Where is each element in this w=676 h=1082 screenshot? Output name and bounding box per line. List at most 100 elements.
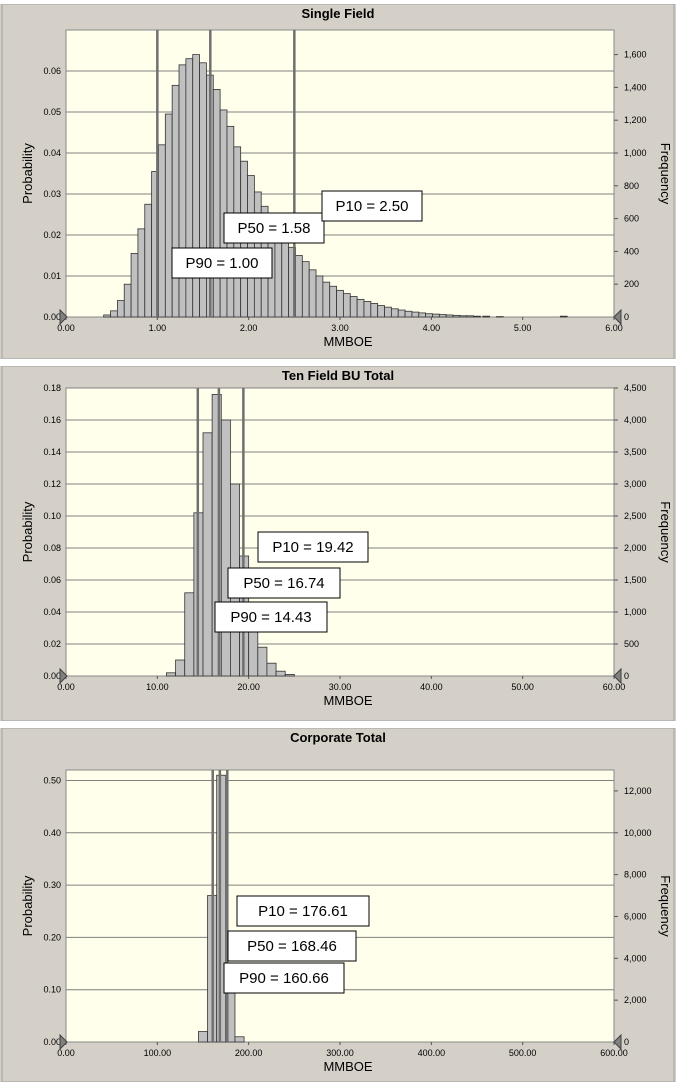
percentile-label-box bbox=[227, 930, 357, 962]
y-tick-label: 0.12 bbox=[43, 479, 61, 489]
histogram-bar bbox=[384, 306, 392, 318]
histogram-bar bbox=[473, 315, 481, 318]
chart-title: Ten Field BU Total bbox=[281, 368, 395, 383]
histogram-bar bbox=[158, 144, 166, 318]
percentile-label-box bbox=[257, 531, 369, 563]
histogram-bar bbox=[397, 309, 406, 318]
percentile-label-text: P50 = 168.46 bbox=[247, 938, 337, 955]
y2-tick-label: 2,000 bbox=[624, 543, 647, 553]
histogram-bar bbox=[482, 315, 490, 318]
left-slider-handle[interactable] bbox=[59, 1033, 68, 1051]
y2-tick-label: 0 bbox=[624, 312, 629, 322]
histogram-bar bbox=[281, 238, 290, 318]
percentile-label-box bbox=[223, 212, 325, 244]
chart-panel-single-field: 0.00 0.01 0.02 0.03 0.04 0.05 0.06 0 200 400 600 80… bbox=[0, 4, 676, 359]
y2-tick-label: 10,000 bbox=[624, 828, 652, 838]
histogram-bar bbox=[171, 84, 180, 318]
y2-tick-label: 1,500 bbox=[624, 575, 647, 585]
histogram-bar bbox=[559, 315, 568, 318]
histogram-bar bbox=[110, 310, 118, 318]
x-tick-label: 200.00 bbox=[235, 1048, 263, 1058]
histogram-bar bbox=[164, 113, 173, 318]
x-tick-label: 3.00 bbox=[331, 323, 349, 333]
percentile-label: P10 = 2.50 bbox=[321, 190, 423, 222]
histogram-bar bbox=[349, 296, 358, 318]
histogram-bar bbox=[418, 312, 427, 318]
y-tick-label: 0.06 bbox=[43, 66, 61, 76]
percentile-label-text: P50 = 1.58 bbox=[238, 220, 311, 237]
percentile-label-box bbox=[321, 190, 423, 222]
y-tick-label: 0.06 bbox=[43, 575, 61, 585]
x-tick-label: 0.00 bbox=[57, 682, 75, 692]
chart-svg: 0.00 0.02 0.04 0.06 0.08 0.10 0.12 0.14 0.16 0.18… bbox=[1, 366, 675, 721]
chart-title: Single Field bbox=[301, 6, 375, 21]
right-slider-handle[interactable] bbox=[613, 667, 622, 685]
y2-tick-label: 4,000 bbox=[624, 415, 647, 425]
right-slider-handle[interactable] bbox=[613, 308, 622, 326]
y2-axis-label: Frequency bbox=[658, 875, 673, 937]
histogram-bar bbox=[116, 300, 125, 318]
histogram-bar bbox=[198, 1031, 208, 1043]
percentile-label: P90 = 14.43 bbox=[214, 601, 328, 633]
histogram-bar bbox=[322, 281, 331, 318]
percentile-label-text: P10 = 176.61 bbox=[258, 903, 348, 920]
x-axis-label: MMBOE bbox=[323, 693, 372, 708]
percentile-label: P50 = 168.46 bbox=[227, 930, 357, 962]
percentile-label: P10 = 19.42 bbox=[257, 531, 369, 563]
right-slider-handle[interactable] bbox=[613, 1033, 622, 1051]
x-tick-label: 600.00 bbox=[600, 1048, 628, 1058]
x-tick-label: 1.00 bbox=[149, 323, 167, 333]
percentile-label-box bbox=[223, 962, 345, 994]
y-tick-label: 0.50 bbox=[43, 775, 61, 785]
chart-svg: 0.00 0.01 0.02 0.03 0.04 0.05 0.06 0 200 400 600 80… bbox=[1, 4, 675, 359]
y-tick-label: 0.18 bbox=[43, 383, 61, 393]
histogram-bar bbox=[390, 308, 399, 318]
histogram-bar bbox=[452, 314, 461, 318]
y-tick-label: 0.10 bbox=[43, 511, 61, 521]
percentile-label-text: P90 = 14.43 bbox=[230, 609, 311, 626]
left-slider-handle[interactable] bbox=[59, 667, 68, 685]
histogram-bar bbox=[266, 662, 277, 677]
histogram-bar bbox=[329, 285, 337, 318]
percentile-label-box bbox=[227, 567, 341, 599]
y2-tick-label: 4,500 bbox=[624, 383, 647, 393]
x-tick-label: 20.00 bbox=[237, 682, 260, 692]
percentile-label: P50 = 16.74 bbox=[227, 567, 341, 599]
histogram-bar bbox=[308, 269, 317, 318]
histogram-bar bbox=[212, 89, 221, 318]
percentile-label-box bbox=[236, 895, 370, 927]
y-tick-label: 0.03 bbox=[43, 189, 61, 199]
y2-tick-label: 2,000 bbox=[624, 995, 647, 1005]
histogram-bar bbox=[425, 313, 433, 318]
x-tick-label: 0.00 bbox=[57, 1048, 75, 1058]
histogram-bar bbox=[315, 275, 324, 318]
histogram-bar bbox=[175, 659, 186, 677]
histogram-bar bbox=[336, 289, 344, 318]
x-tick-label: 30.00 bbox=[329, 682, 352, 692]
histogram-bar bbox=[411, 311, 420, 318]
chart-title: Corporate Total bbox=[290, 730, 386, 745]
histogram-bar bbox=[199, 62, 207, 318]
y2-tick-label: 4,000 bbox=[624, 953, 647, 963]
y-tick-label: 0.14 bbox=[43, 447, 61, 457]
chart-svg: 0.00 0.10 0.20 0.30 0.40 0.50 0 2,000 4,000 6,000… bbox=[1, 728, 675, 1082]
y-tick-label: 0.02 bbox=[43, 639, 61, 649]
histogram-bar bbox=[343, 293, 351, 318]
histogram-bar bbox=[295, 255, 303, 318]
y-tick-label: 0.02 bbox=[43, 230, 61, 240]
y-axis-label: Probability bbox=[20, 143, 35, 204]
y2-tick-label: 6,000 bbox=[624, 911, 647, 921]
percentile-label: P90 = 1.00 bbox=[171, 247, 273, 279]
histogram-bar bbox=[284, 673, 295, 677]
histogram-bar bbox=[137, 228, 146, 318]
y2-axis-label: Frequency bbox=[658, 501, 673, 563]
chart-panel-corporate-total: 0.00 0.10 0.20 0.30 0.40 0.50 0 2,000 4,000 6,000… bbox=[0, 728, 676, 1082]
y2-tick-label: 0 bbox=[624, 671, 629, 681]
x-tick-label: 50.00 bbox=[511, 682, 534, 692]
y2-tick-label: 1,200 bbox=[624, 115, 647, 125]
histogram-bar bbox=[377, 305, 385, 318]
left-slider-handle[interactable] bbox=[59, 308, 68, 326]
histogram-bar bbox=[247, 175, 255, 318]
percentile-label-text: P10 = 19.42 bbox=[272, 539, 353, 556]
x-tick-label: 5.00 bbox=[514, 323, 532, 333]
